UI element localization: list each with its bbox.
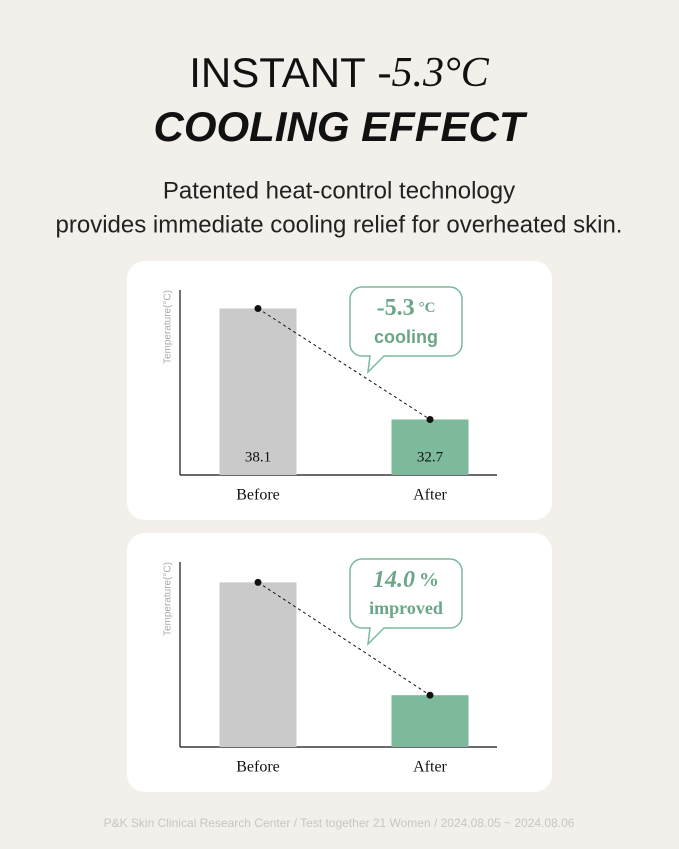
card xyxy=(127,261,552,520)
card xyxy=(127,533,552,792)
y-axis-label: Temperature(°C) xyxy=(163,562,174,636)
bar xyxy=(391,695,469,747)
point xyxy=(254,305,262,312)
title-accent: -5.3°C xyxy=(377,50,489,96)
bar xyxy=(219,308,297,475)
x-tick-label: Before xyxy=(236,759,280,776)
subtitle: Patented heat-control technology xyxy=(163,177,515,204)
footer: P&K Skin Clinical Research Center / Test… xyxy=(104,816,575,830)
callout-text: improved xyxy=(369,598,443,618)
callout-number: -5.3 xyxy=(377,295,415,321)
title: INSTANT -5.3°C xyxy=(189,49,490,96)
point xyxy=(426,416,434,423)
bar xyxy=(219,582,297,747)
x-tick-label: Before xyxy=(236,487,280,504)
callout-text: cooling xyxy=(374,327,438,347)
callout-unit: % xyxy=(419,569,439,591)
callout-bubble xyxy=(349,286,463,375)
callout-bubble xyxy=(349,558,463,647)
callout-value: -5.3 °C xyxy=(377,295,436,321)
value-label: 32.7 xyxy=(417,449,444,465)
x-tick-label: After xyxy=(413,487,447,504)
callout-value: 14.0% xyxy=(373,567,439,593)
subtitle: provides immediate cooling relief for ov… xyxy=(56,211,623,238)
title-line2: COOLING EFFECT xyxy=(154,103,528,150)
point xyxy=(426,691,434,699)
x-tick-label: After xyxy=(413,759,447,776)
callout-unit: °C xyxy=(419,300,436,316)
trend-line xyxy=(257,581,431,696)
value-label: 38.1 xyxy=(245,449,271,465)
callout-number: 14.0 xyxy=(373,567,415,593)
point xyxy=(254,578,262,586)
trend-line xyxy=(257,308,431,420)
bar xyxy=(391,419,469,475)
title-plain: INSTANT xyxy=(189,49,366,96)
y-axis-label: Temperature(°C) xyxy=(163,290,174,364)
